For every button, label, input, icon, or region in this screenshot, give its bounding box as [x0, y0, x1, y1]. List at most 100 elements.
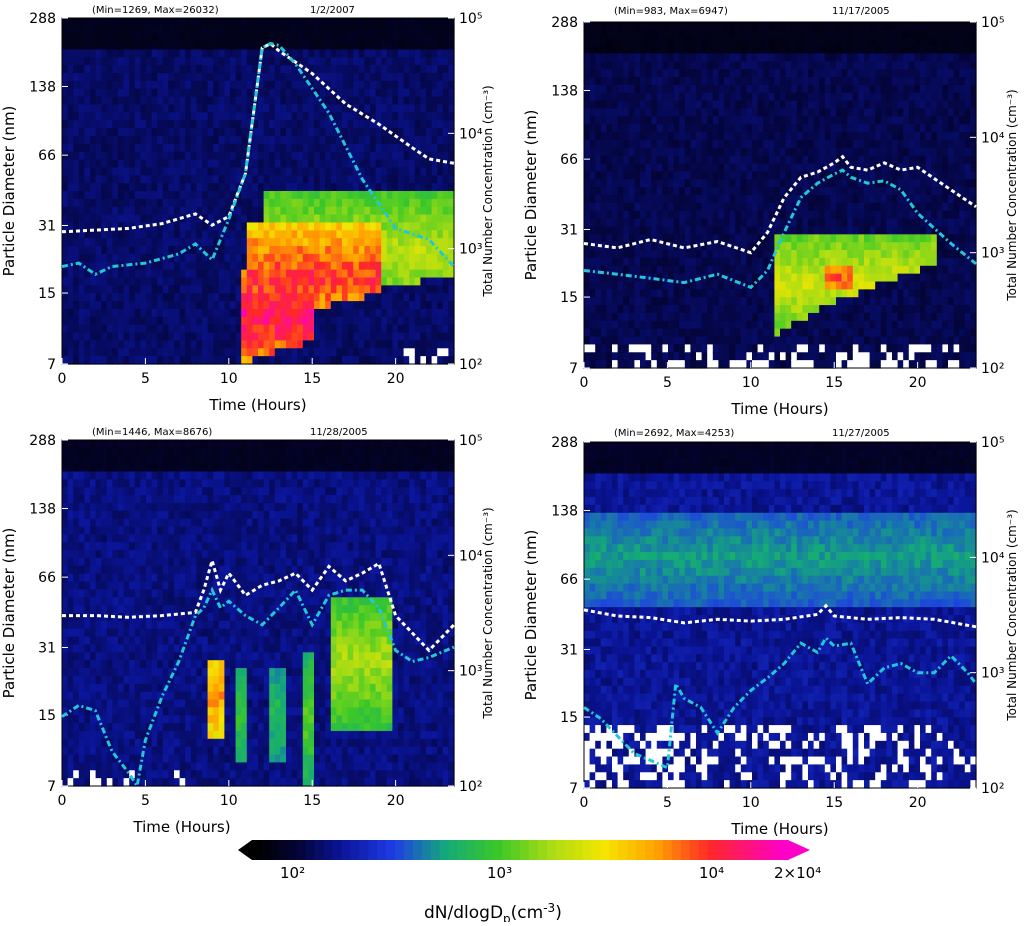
heatmap-cell — [364, 285, 370, 293]
heatmap-cell — [590, 164, 596, 172]
heatmap-cell — [601, 305, 607, 313]
heatmap-cell — [168, 191, 174, 199]
heatmap-cell — [595, 305, 601, 313]
heatmap-cell — [786, 93, 792, 101]
heatmap-cell — [185, 128, 191, 136]
heatmap-cell — [286, 285, 292, 293]
heatmap-cell — [191, 333, 197, 341]
heatmap-cell — [118, 191, 124, 199]
heatmap-cell — [724, 234, 730, 242]
heatmap-cell — [640, 321, 646, 329]
heatmap-cell — [674, 77, 680, 85]
heatmap-cell — [185, 26, 191, 34]
heatmap-cell — [786, 313, 792, 321]
heatmap-cell — [140, 112, 146, 120]
heatmap-cell — [286, 18, 292, 26]
heatmap-cell — [623, 337, 629, 345]
heatmap-cell — [129, 356, 135, 364]
heatmap-cell — [96, 167, 102, 175]
heatmap-cell — [230, 278, 236, 286]
heatmap-cell — [674, 164, 680, 172]
heatmap-cell — [325, 144, 331, 152]
heatmap-cell — [370, 105, 376, 113]
heatmap-cell — [612, 313, 618, 321]
heatmap-cell — [651, 289, 657, 297]
heatmap-cell — [808, 164, 814, 172]
heatmap-cell — [196, 262, 202, 270]
heatmap-cell — [325, 183, 331, 191]
heatmap-cell — [381, 340, 387, 348]
heatmap-cell — [140, 348, 146, 356]
heatmap-cell — [808, 93, 814, 101]
heatmap-cell — [420, 81, 426, 89]
heatmap-cell — [752, 53, 758, 61]
heatmap-cell — [292, 230, 298, 238]
heatmap-cell — [426, 356, 432, 364]
heatmap-cell — [409, 160, 415, 168]
heatmap-cell — [730, 258, 736, 266]
heatmap-cell — [381, 42, 387, 50]
heatmap-cell — [735, 61, 741, 69]
heatmap-cell — [129, 65, 135, 73]
heatmap-cell — [601, 203, 607, 211]
heatmap-cell — [696, 219, 702, 227]
heatmap-cell — [68, 348, 74, 356]
heatmap-cell — [724, 203, 730, 211]
heatmap-cell — [702, 258, 708, 266]
heatmap-cell — [124, 175, 130, 183]
heatmap-cell — [752, 329, 758, 337]
heatmap-cell — [808, 156, 814, 164]
heatmap-cell — [303, 222, 309, 230]
heatmap-cell — [415, 105, 421, 113]
heatmap-cell — [713, 211, 719, 219]
heatmap-cell — [657, 156, 663, 164]
heatmap-cell — [118, 167, 124, 175]
heatmap-cell — [140, 215, 146, 223]
heatmap-cell — [84, 285, 90, 293]
heatmap-cell — [713, 140, 719, 148]
heatmap-cell — [735, 344, 741, 352]
heatmap-cell — [595, 211, 601, 219]
heatmap-cell — [252, 301, 258, 309]
heatmap-cell — [769, 53, 775, 61]
heatmap-cell — [819, 30, 825, 38]
heatmap-cell — [308, 167, 314, 175]
heatmap-cell — [601, 38, 607, 46]
heatmap-cell — [707, 53, 713, 61]
heatmap-cell — [595, 85, 601, 93]
heatmap-cell — [808, 289, 814, 297]
heatmap-cell — [331, 246, 337, 254]
heatmap-cell — [640, 297, 646, 305]
heatmap-cell — [808, 242, 814, 250]
heatmap-cell — [685, 116, 691, 124]
heatmap-cell — [584, 116, 590, 124]
heatmap-cell — [679, 329, 685, 337]
heatmap-cell — [713, 226, 719, 234]
heatmap-cell — [359, 49, 365, 57]
heatmap-cell — [208, 238, 214, 246]
heatmap-cell — [202, 340, 208, 348]
heatmap-cell — [353, 222, 359, 230]
heatmap-cell — [387, 325, 393, 333]
heatmap-cell — [140, 105, 146, 113]
heatmap-cell — [342, 65, 348, 73]
heatmap-cell — [112, 97, 118, 105]
heatmap-cell — [696, 234, 702, 242]
heatmap-cell — [623, 321, 629, 329]
heatmap-cell — [146, 191, 152, 199]
heatmap-cell — [90, 207, 96, 215]
heatmap-cell — [118, 230, 124, 238]
heatmap-cell — [674, 203, 680, 211]
heatmap-cell — [152, 34, 158, 42]
heatmap-cell — [387, 301, 393, 309]
heatmap-cell — [252, 191, 258, 199]
heatmap-cell — [73, 285, 79, 293]
heatmap-cell — [387, 356, 393, 364]
heatmap-cell — [219, 199, 225, 207]
heatmap-cell — [286, 120, 292, 128]
heatmap-cell — [297, 293, 303, 301]
heatmap-cell — [314, 246, 320, 254]
heatmap-cell — [713, 116, 719, 124]
heatmap-cell — [191, 262, 197, 270]
heatmap-cell — [286, 26, 292, 34]
